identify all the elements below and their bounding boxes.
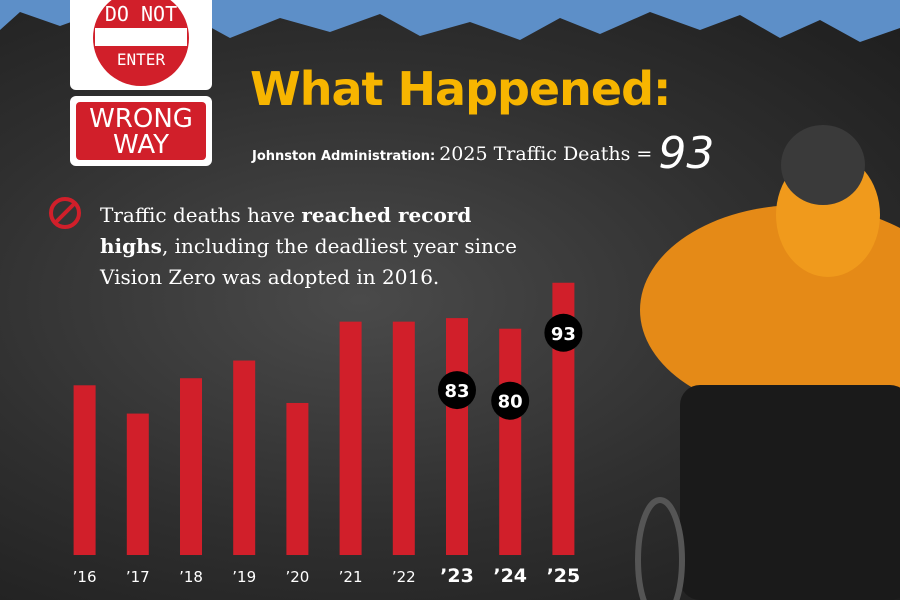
x-tick-label: ’21 bbox=[339, 568, 363, 586]
note-bold: reached record highs bbox=[100, 203, 472, 258]
bar bbox=[126, 413, 149, 555]
bar bbox=[446, 318, 468, 555]
title: What Happened: bbox=[250, 62, 671, 116]
wheel bbox=[635, 497, 685, 600]
value-label: 93 bbox=[551, 324, 576, 345]
subtitle: Johnston Administration: 2025 Traffic Dea… bbox=[252, 128, 714, 179]
note: Traffic deaths have reached record highs… bbox=[100, 200, 530, 293]
sign-text: WAY bbox=[113, 130, 169, 160]
bar bbox=[499, 328, 522, 555]
sign-text: DO NOT bbox=[104, 2, 178, 26]
x-tick-label: ’20 bbox=[285, 568, 309, 586]
value-label: 83 bbox=[444, 381, 469, 402]
note-text: , including the deadliest year since Vis… bbox=[100, 234, 517, 289]
x-tick-label: ’16 bbox=[73, 568, 97, 586]
value-badge bbox=[491, 381, 530, 420]
value-label: 80 bbox=[498, 392, 523, 413]
x-tick-label: ’18 bbox=[179, 568, 203, 586]
sign-panel bbox=[76, 102, 206, 160]
sign-text: WRONG bbox=[89, 104, 193, 134]
headline-value: 93 bbox=[658, 128, 715, 179]
sign-text: ENTER bbox=[116, 50, 166, 69]
x-tick-label: ’24 bbox=[493, 565, 527, 587]
x-tick-label: ’17 bbox=[126, 568, 150, 586]
value-badge bbox=[438, 371, 476, 410]
x-tick-label: ’22 bbox=[392, 568, 416, 586]
x-tick-label: ’25 bbox=[547, 565, 581, 587]
metric: 2025 Traffic Deaths = bbox=[439, 143, 653, 165]
bar bbox=[233, 360, 256, 555]
no-icon bbox=[49, 197, 81, 229]
bar bbox=[339, 321, 362, 555]
sign-bar bbox=[95, 28, 187, 46]
sky-strip bbox=[0, 0, 900, 42]
x-tick-label: ’19 bbox=[232, 568, 256, 586]
hat bbox=[781, 125, 865, 205]
no-icon bbox=[53, 201, 77, 225]
bar bbox=[392, 321, 415, 555]
bar bbox=[73, 385, 96, 555]
note-text: Traffic deaths have bbox=[100, 203, 302, 227]
x-tick-label: ’23 bbox=[440, 565, 474, 587]
admin: Johnston Administration: bbox=[252, 149, 436, 164]
bar bbox=[286, 402, 309, 555]
value-badge bbox=[544, 313, 583, 352]
wheelchair bbox=[680, 385, 900, 600]
bar bbox=[180, 378, 202, 555]
